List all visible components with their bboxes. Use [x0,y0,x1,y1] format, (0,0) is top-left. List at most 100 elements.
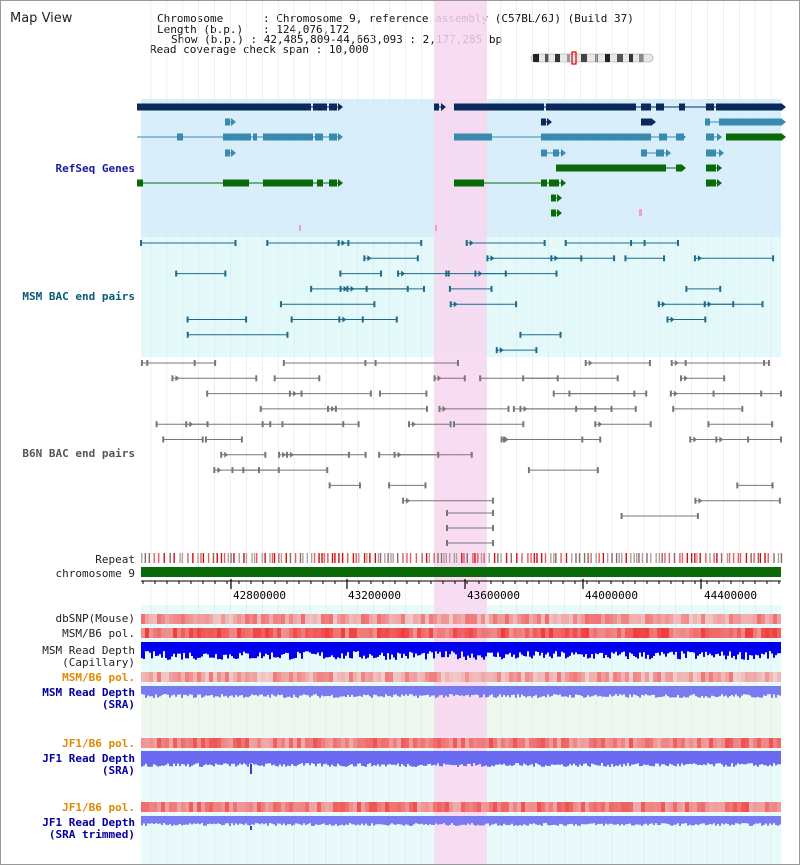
read-depth-bar [327,642,329,658]
read-depth-bar [157,816,159,824]
read-depth-bar [177,642,179,654]
read-depth-bar [435,686,437,698]
polymorphism-cell [513,738,517,748]
bac-end-mark [535,347,538,354]
polymorphism-cell [773,628,777,638]
polymorphism-cell [249,672,253,682]
read-depth-bar [557,686,559,696]
track-label-refseq[interactable]: RefSeq Genes [55,162,135,175]
read-depth-bar [183,642,185,653]
repeat-mark [374,553,377,563]
polymorphism-cell [353,672,357,682]
repeat-mark [480,553,483,563]
repeat-mark [773,553,775,563]
read-depth-bar [299,816,301,825]
polymorphism-cell [161,628,165,638]
polymorphism-cell [685,738,689,748]
read-depth-bar [289,686,291,697]
read-depth-bar [575,751,577,766]
read-depth-bar [493,686,495,698]
read-depth-bar [389,751,391,765]
polymorphism-cell [541,672,545,682]
track-label-b6n-bac[interactable]: B6N BAC end pairs [22,447,135,460]
gene-strand-arrow [557,209,562,217]
polymorphism-cell [521,628,525,638]
polymorphism-cell [145,614,149,624]
polymorphism-cell [613,738,617,748]
polymorphism-cell [173,802,177,812]
read-depth-bar [245,642,247,654]
bac-end-arrow [292,390,297,397]
read-depth-bar [251,642,253,659]
read-depth-bar [553,751,555,765]
read-depth-bar [465,686,467,696]
read-depth-bar [611,816,613,824]
polymorphism-cell [437,614,441,624]
repeat-mark [488,553,490,563]
polymorphism-cell [221,614,225,624]
read-depth-bar [409,751,411,766]
bac-end-arrow [598,421,603,428]
polymorphism-cell [473,738,477,748]
read-depth-bar [261,686,263,695]
read-depth-bar [747,686,749,695]
read-depth-bar [403,686,405,696]
polymorphism-cell [369,738,373,748]
repeat-mark [173,553,175,563]
read-depth-bar [693,686,695,695]
read-depth-bar [215,642,217,655]
read-depth-bar [391,686,393,698]
read-depth-bar [321,816,323,825]
read-depth-bar [765,642,767,653]
chromosome-ideogram[interactable] [529,51,659,65]
read-depth-bar [151,751,153,767]
bac-end-mark [465,240,468,246]
gene-strand-arrow [231,149,236,157]
polymorphism-cell [177,738,181,748]
polymorphism-cell [773,672,777,682]
polymorphism-cell [649,672,653,682]
read-depth-bar [163,751,165,766]
track-label-msm-bac[interactable]: MSM BAC end pairs [22,290,135,303]
read-depth-bar [229,686,231,696]
polymorphism-cell [285,672,289,682]
polymorphism-cell [525,738,529,748]
read-depth-bar [649,686,651,696]
repeat-mark [264,553,266,563]
polymorphism-cell [265,672,269,682]
polymorphism-cell [489,628,493,638]
polymorphism-cell [741,628,745,638]
repeat-mark [207,553,210,563]
bac-end-mark [616,375,619,382]
bac-end-mark [767,360,770,366]
polymorphism-cell [381,614,385,624]
polymorphism-cell [197,614,201,624]
read-depth-bar [459,751,461,765]
polymorphism-cell [157,802,161,812]
read-depth-bar [739,816,741,825]
polymorphism-cell [745,614,749,624]
read-depth-bar [767,642,769,659]
read-depth-bar [613,751,615,767]
polymorphism-cell [701,738,705,748]
read-depth-bar [477,686,479,696]
bac-end-mark [564,240,567,246]
polymorphism-cell [417,738,421,748]
read-depth-bar [645,751,647,765]
read-depth-bar [225,816,227,824]
polymorphism-cell [629,738,633,748]
repeat-mark [448,553,451,563]
polymorphism-cell [705,672,709,682]
read-depth-bar [385,816,387,825]
read-depth-bar [551,686,553,696]
read-depth-bar [761,686,763,698]
read-depth-bar [459,686,461,696]
bac-end-arrow [341,240,346,246]
polymorphism-cell [493,738,497,748]
polymorphism-cell [509,738,513,748]
polymorphism-cell [189,628,193,638]
bac-end-arrow [707,301,712,308]
polymorphism-cell [153,614,157,624]
gene-exon [329,179,337,187]
